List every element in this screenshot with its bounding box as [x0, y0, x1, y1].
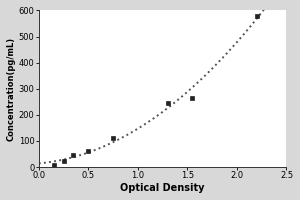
Y-axis label: Concentration(pg/mL): Concentration(pg/mL) [7, 37, 16, 141]
X-axis label: Optical Density: Optical Density [120, 183, 205, 193]
